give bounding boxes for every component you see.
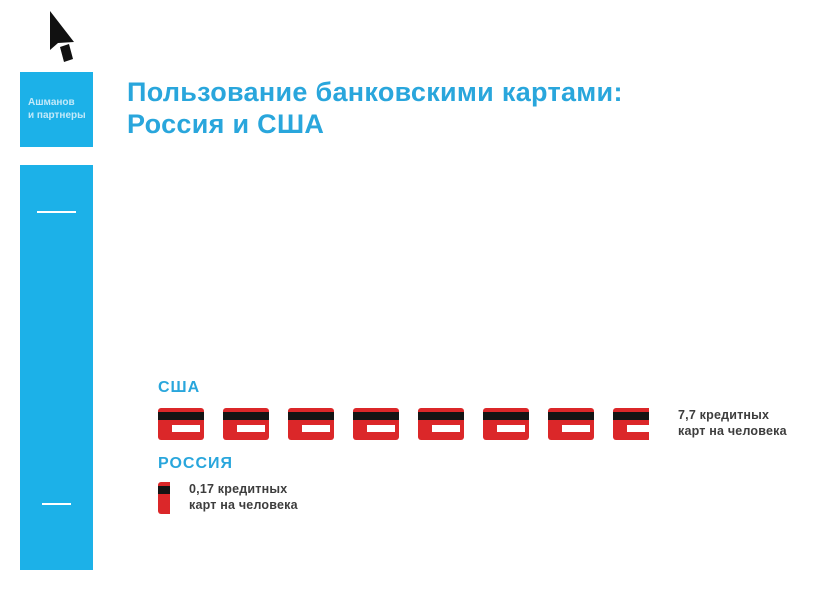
- card-signature-stripe: [237, 425, 265, 432]
- card-row: 0,17 кредитных карт на человека: [158, 482, 298, 514]
- credit-card-partial-icon: [613, 408, 649, 440]
- credit-card-icon: [483, 408, 529, 440]
- chart-group-сша: США 7,7 кредитных карт на человека: [158, 379, 787, 440]
- value-annotation-line: карт на человека: [678, 424, 787, 438]
- card-signature-stripe: [302, 425, 330, 432]
- credit-card-icon: [158, 408, 204, 440]
- card-signature-stripe: [367, 425, 395, 432]
- credit-card-icon: [223, 408, 269, 440]
- slide-title: Пользование банковскими картами: Россия …: [127, 76, 623, 140]
- accent-bar-tick-2: [42, 503, 71, 505]
- company-name-line2: и партнеры: [28, 110, 86, 121]
- card-magnetic-stripe: [613, 412, 649, 420]
- card-row: 7,7 кредитных карт на человека: [158, 408, 787, 440]
- credit-card-icon: [418, 408, 464, 440]
- company-name-line1: Ашманов: [28, 97, 75, 108]
- slide-title-line2: Россия и США: [127, 109, 325, 139]
- card-magnetic-stripe: [483, 412, 529, 420]
- credit-card-partial-icon: [158, 482, 170, 514]
- card-magnetic-stripe: [158, 486, 170, 494]
- cursor-arrow-a-icon: [50, 11, 74, 62]
- card-magnetic-stripe: [418, 412, 464, 420]
- credit-card-icon: [288, 408, 334, 440]
- card-signature-stripe: [497, 425, 525, 432]
- card-signature-stripe: [562, 425, 590, 432]
- card-signature-stripe: [432, 425, 460, 432]
- accent-bar-tick-1: [37, 211, 76, 213]
- card-magnetic-stripe: [548, 412, 594, 420]
- value-annotation: 0,17 кредитных карт на человека: [189, 481, 298, 513]
- card-magnetic-stripe: [288, 412, 334, 420]
- card-magnetic-stripe: [223, 412, 269, 420]
- slide-title-line1: Пользование банковскими картами:: [127, 77, 623, 107]
- value-annotation-line: 7,7 кредитных: [678, 408, 770, 422]
- card-signature-stripe: [172, 425, 200, 432]
- left-accent-bar: [20, 165, 93, 570]
- chart-group-россия: РОССИЯ 0,17 кредитных карт на человека: [158, 455, 298, 514]
- credit-card-icon: [353, 408, 399, 440]
- credit-card-icon: [548, 408, 594, 440]
- card-signature-stripe: [627, 425, 649, 432]
- category-label: РОССИЯ: [158, 455, 234, 472]
- category-label: США: [158, 379, 201, 396]
- value-annotation-line: карт на человека: [189, 498, 298, 512]
- card-magnetic-stripe: [158, 412, 204, 420]
- value-annotation-line: 0,17 кредитных: [189, 482, 288, 496]
- value-annotation: 7,7 кредитных карт на человека: [678, 407, 787, 439]
- card-magnetic-stripe: [353, 412, 399, 420]
- company-logo-box: Ашманов и партнеры: [20, 72, 93, 147]
